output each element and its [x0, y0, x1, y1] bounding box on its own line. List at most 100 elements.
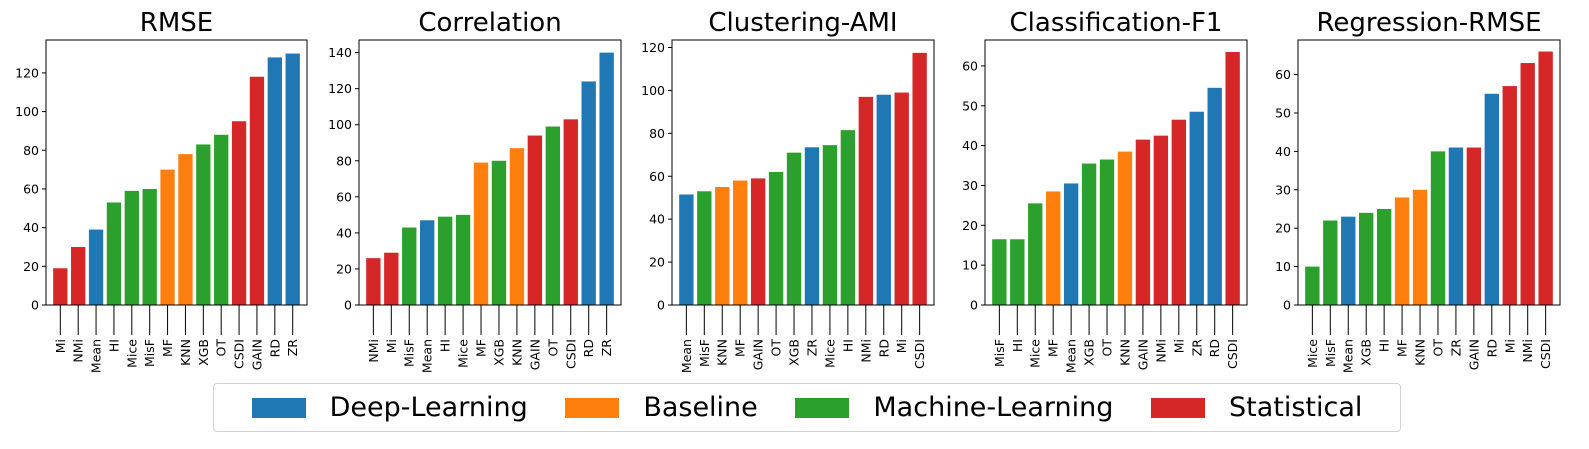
axes-frame — [358, 39, 622, 306]
x-tick-label: GAIN — [751, 339, 766, 370]
bar — [142, 188, 157, 305]
y-tick-label: 140 — [328, 45, 352, 60]
x-tick-label: MF — [1395, 339, 1410, 357]
x-tick-label: MisF — [697, 339, 712, 367]
y-tick-label: 20 — [962, 218, 978, 233]
axes-frame — [1297, 39, 1561, 306]
x-tick-label: RD — [1207, 339, 1222, 357]
bar — [912, 52, 927, 306]
chart-title: Correlation — [418, 8, 561, 38]
x-tick-label: XGB — [1082, 339, 1097, 366]
x-tick-label: MF — [733, 339, 748, 357]
x-tick-label: Mice — [1028, 339, 1043, 368]
bar — [249, 76, 265, 305]
axes-frame — [671, 39, 935, 306]
legend-label: Machine-Learning — [873, 392, 1114, 423]
x-tick-label: CSDI — [1538, 339, 1553, 369]
bar — [1323, 220, 1338, 305]
legend-item-deep-learning: Deep-Learning — [251, 392, 528, 423]
bar — [858, 96, 873, 305]
x-tick-label: OT — [1430, 339, 1445, 357]
bar — [1466, 147, 1482, 305]
y-tick-label: 40 — [336, 225, 352, 240]
x-tick-label: ZR — [599, 339, 614, 357]
y-tick-label: 80 — [23, 143, 39, 158]
x-tick-label: ZR — [285, 339, 300, 357]
x-tick-label: KNN — [1117, 339, 1132, 366]
bar — [1135, 139, 1151, 305]
bar — [53, 268, 68, 305]
bar — [1502, 86, 1517, 305]
y-tick-label: 0 — [1283, 298, 1291, 313]
bar — [768, 171, 784, 305]
chart-panel-1: 0 20 40 60 80 100 120 Mi NMi Mean HI Mice MisF MF KNN X… — [15, 8, 308, 373]
y-tick-label: 60 — [23, 181, 39, 196]
bar — [1341, 216, 1356, 305]
y-tick-label: 20 — [336, 261, 352, 276]
chart-title: Regression-RMSE — [1316, 8, 1541, 38]
y-tick-label: 60 — [649, 169, 665, 184]
bar — [894, 92, 909, 305]
bar — [563, 119, 578, 305]
x-tick-label: HI — [438, 339, 453, 352]
bar — [697, 191, 712, 305]
x-tick-label: MisF — [402, 339, 417, 367]
y-tick-label: 20 — [23, 259, 39, 274]
bar — [1538, 51, 1553, 305]
x-tick-label: KNN — [509, 339, 524, 366]
chart-title: Clustering-AMI — [708, 8, 897, 38]
bar — [455, 214, 471, 305]
x-tick-label: MF — [1046, 339, 1061, 357]
x-tick-label: GAIN — [1466, 339, 1481, 370]
axes-frame — [45, 39, 308, 306]
x-tick-label: NMi — [366, 339, 381, 363]
x-tick-label: Mean — [89, 339, 104, 373]
x-tick-label: OT — [214, 339, 229, 357]
bar — [527, 135, 543, 305]
bar — [509, 148, 525, 305]
bar — [1394, 197, 1410, 305]
bar — [1046, 191, 1061, 305]
x-tick-label: Mice — [822, 339, 837, 368]
bar — [1484, 93, 1499, 306]
bar — [733, 180, 748, 305]
x-tick-label: Mi — [1171, 339, 1186, 353]
chart-title: RMSE — [140, 8, 213, 38]
legend-swatch-baseline — [565, 397, 620, 418]
y-tick-label: 60 — [1275, 67, 1291, 82]
x-tick-label: NMi — [1153, 339, 1168, 363]
y-tick-label: 20 — [1275, 221, 1291, 236]
x-tick-label: GAIN — [527, 339, 542, 370]
x-tick-label: ZR — [1448, 339, 1463, 357]
x-tick-label: KNN — [178, 339, 193, 366]
bar — [88, 229, 104, 305]
bar — [599, 52, 614, 306]
x-tick-label: CSDI — [563, 339, 578, 369]
bar — [160, 169, 175, 305]
x-tick-label: ZR — [804, 339, 819, 357]
bar — [1430, 151, 1446, 305]
bar — [1063, 183, 1079, 305]
x-tick-label: Mean — [1064, 339, 1079, 373]
legend-item-statistical: Statistical — [1150, 392, 1362, 423]
y-tick-label: 100 — [328, 117, 352, 132]
bar — [1028, 203, 1043, 305]
x-tick-label: GAIN — [1135, 339, 1150, 370]
bar — [1225, 51, 1240, 306]
bar — [992, 239, 1007, 305]
x-tick-label: Mi — [384, 339, 399, 353]
bar — [1153, 135, 1169, 305]
bar — [1305, 266, 1320, 305]
x-tick-label: HI — [106, 339, 121, 352]
x-tick-label: Mice — [1305, 339, 1320, 368]
y-tick-label: 40 — [1275, 144, 1291, 159]
x-tick-label: Mice — [124, 339, 139, 368]
y-tick-label: 50 — [1275, 105, 1291, 120]
bar — [124, 190, 139, 305]
legend-swatch-statistical — [1150, 397, 1205, 418]
bar — [437, 216, 453, 305]
bar — [715, 186, 730, 305]
bar — [1081, 163, 1097, 305]
